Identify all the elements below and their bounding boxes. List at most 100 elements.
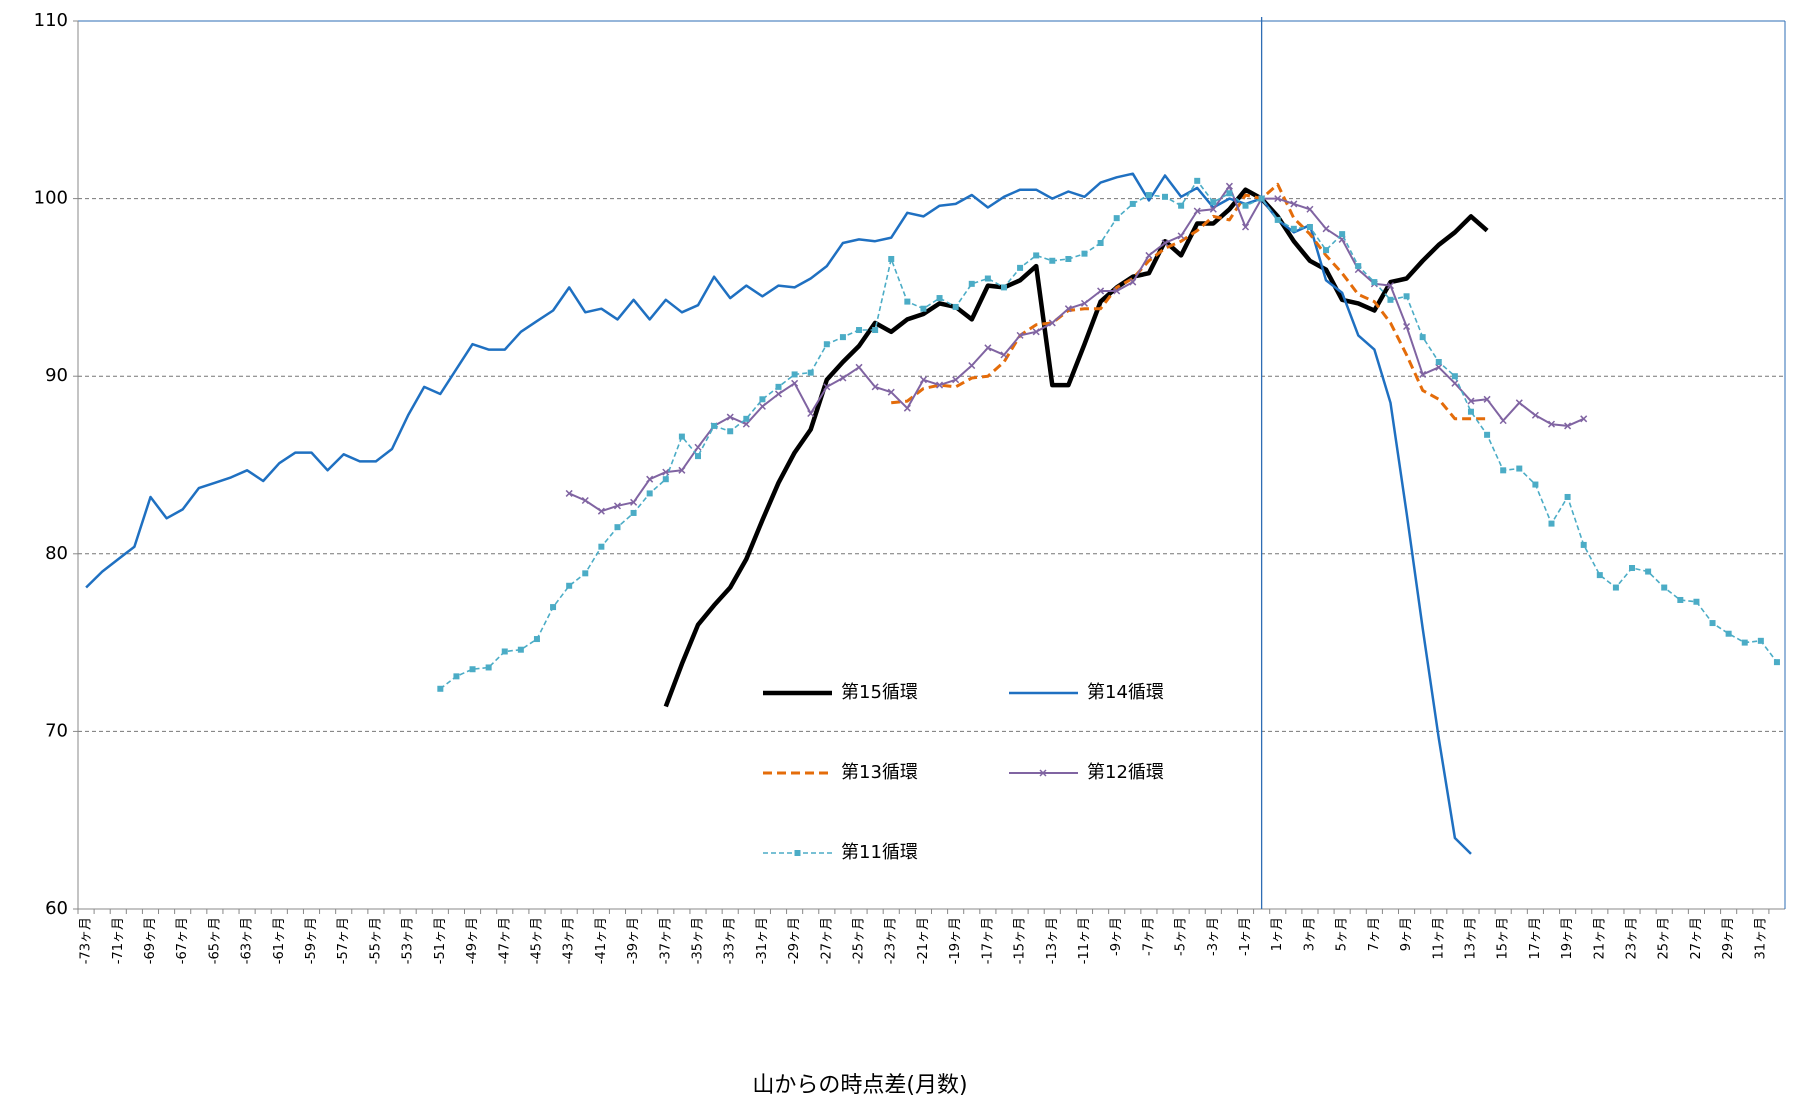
x-tick-label: 19ヶ月	[1560, 917, 1575, 960]
marker	[694, 453, 701, 460]
x-tick-label: -25ヶ月	[852, 917, 867, 964]
marker	[662, 476, 669, 483]
x-tick-label: -29ヶ月	[787, 917, 802, 964]
marker	[1419, 370, 1427, 378]
marker	[1387, 296, 1394, 303]
legend-label: 第12循環	[1087, 762, 1164, 783]
x-tick-label: -23ヶ月	[884, 917, 899, 964]
x-tick-label: -51ヶ月	[433, 917, 448, 964]
marker	[1194, 177, 1201, 184]
marker	[437, 685, 444, 692]
x-tick-label: -31ヶ月	[755, 917, 770, 964]
marker	[1290, 200, 1298, 208]
marker	[597, 507, 605, 515]
marker	[614, 524, 621, 531]
marker	[791, 379, 799, 387]
y-tick-label: 60	[45, 898, 68, 919]
marker	[1500, 467, 1507, 474]
marker	[1709, 620, 1716, 627]
marker	[1564, 493, 1571, 500]
x-tick-label: 25ヶ月	[1657, 917, 1672, 960]
x-tick-label: 17ヶ月	[1528, 917, 1543, 960]
x-tick-label: 11ヶ月	[1431, 917, 1446, 960]
marker	[1049, 257, 1056, 264]
marker	[743, 415, 750, 422]
x-tick-label: -45ヶ月	[529, 917, 544, 964]
marker	[1209, 205, 1217, 213]
x-tick-label: -27ヶ月	[819, 917, 834, 964]
marker	[1016, 331, 1024, 339]
marker	[1081, 250, 1088, 257]
marker	[1306, 205, 1314, 213]
marker	[1467, 408, 1474, 415]
x-tick-label: -5ヶ月	[1174, 917, 1189, 956]
series-line	[663, 187, 1489, 708]
marker	[1032, 328, 1040, 336]
marker	[1564, 422, 1572, 430]
marker	[1757, 637, 1764, 644]
marker	[1693, 598, 1700, 605]
marker	[1161, 239, 1169, 247]
x-tick-label: 9ヶ月	[1399, 917, 1414, 951]
x-tick-label: -67ヶ月	[175, 917, 190, 964]
series-line	[439, 180, 1778, 690]
marker	[1596, 572, 1603, 579]
x-tick-label: -21ヶ月	[916, 917, 931, 964]
marker	[856, 327, 863, 334]
marker	[1129, 278, 1137, 286]
marker	[1484, 431, 1491, 438]
x-tick-label: -71ヶ月	[111, 917, 126, 964]
legend-label: 第14循環	[1087, 682, 1164, 703]
marker	[823, 383, 831, 391]
marker	[1515, 399, 1523, 407]
x-tick-label: -35ヶ月	[690, 917, 705, 964]
x-tick-label: -63ヶ月	[240, 917, 255, 964]
marker	[1306, 224, 1313, 231]
marker	[791, 371, 798, 378]
marker	[1419, 334, 1426, 341]
marker	[904, 298, 911, 305]
x-tick-label: -3ヶ月	[1206, 917, 1221, 956]
marker	[1467, 397, 1475, 405]
marker	[1113, 287, 1121, 295]
marker	[501, 648, 508, 655]
marker	[1435, 358, 1442, 365]
x-tick-label: -43ヶ月	[562, 917, 577, 964]
x-tick-label: -19ヶ月	[948, 917, 963, 964]
marker	[758, 402, 766, 410]
marker	[984, 344, 992, 352]
x-tick-label: 15ヶ月	[1496, 917, 1511, 960]
marker	[1000, 351, 1008, 359]
x-tick-label: -9ヶ月	[1109, 917, 1124, 956]
marker	[1290, 225, 1297, 232]
marker	[694, 443, 702, 451]
marker	[1629, 565, 1636, 572]
x-tick-label: -73ヶ月	[79, 917, 94, 964]
marker	[919, 376, 927, 384]
marker	[550, 604, 557, 611]
series-line	[568, 185, 1585, 513]
x-tick-label: 1ヶ月	[1270, 917, 1285, 951]
x-tick-label: 29ヶ月	[1721, 917, 1736, 960]
y-tick-label: 90	[45, 365, 68, 386]
marker	[1435, 363, 1443, 371]
marker	[1258, 195, 1265, 202]
marker	[566, 582, 573, 589]
marker	[1226, 190, 1233, 197]
marker	[630, 498, 638, 506]
marker	[823, 341, 830, 348]
marker	[936, 381, 944, 389]
marker	[742, 420, 750, 428]
marker	[613, 502, 622, 510]
y-tick-label: 100	[34, 188, 68, 209]
x-tick-label: -53ヶ月	[401, 917, 416, 964]
marker	[1499, 417, 1507, 425]
x-tick-label: -55ヶ月	[368, 917, 383, 964]
marker	[1210, 199, 1217, 206]
x-tick-label: -13ヶ月	[1045, 917, 1060, 964]
marker	[1225, 182, 1233, 190]
legend-label: 第13循環	[841, 762, 918, 783]
marker	[1548, 520, 1555, 527]
x-tick-label: 31ヶ月	[1753, 917, 1768, 960]
